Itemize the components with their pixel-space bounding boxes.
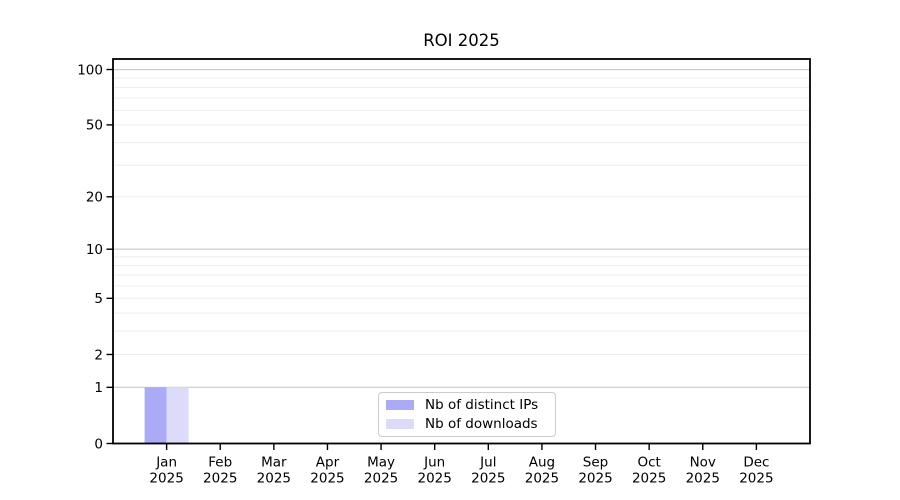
x-axis-tick-label: Apr [316,455,340,471]
legend-item: Nb of downloads [386,416,551,432]
chart-title: ROI 2025 [423,31,500,50]
legend-item: Nb of distinct IPs [386,397,551,413]
x-axis-tick-label: 2025 [364,471,398,487]
y-axis-tick-label: 50 [86,118,103,134]
x-axis-tick-label: Aug [529,455,555,471]
legend-swatch [386,418,414,429]
x-axis-tick-label: 2025 [418,471,452,487]
legend-label: Nb of downloads [425,415,538,432]
x-axis-tick-label: Nov [690,455,716,471]
legend: Nb of distinct IPs Nb of downloads [378,392,556,437]
y-axis-tick-label: 10 [86,242,103,258]
x-axis-tick-label: 2025 [739,471,773,487]
x-axis-tick-label: Jul [479,455,496,471]
x-axis-tick-label: 2025 [632,471,666,487]
legend-swatch [386,400,414,411]
x-axis-tick-label: Oct [637,455,660,471]
y-axis-tick-label: 20 [86,190,103,206]
x-axis-tick-label: Mar [261,455,287,471]
y-axis-tick-label: 1 [94,380,103,396]
x-axis-tick-label: Feb [208,455,232,471]
bar-nb-of-downloads [166,387,189,444]
x-axis-tick-label: Dec [743,455,769,471]
y-axis-tick-label: 0 [94,436,103,452]
x-axis-tick-label: 2025 [525,471,559,487]
x-axis-tick-label: 2025 [578,471,612,487]
bar-nb-of-distinct-ips [144,387,167,444]
y-axis-tick-label: 100 [77,62,103,78]
legend-label: Nb of distinct IPs [425,397,539,414]
x-axis-tick-label: 2025 [203,471,237,487]
x-axis-tick-label: Jan [155,455,177,471]
x-axis-tick-label: Sep [583,455,608,471]
x-axis-tick-label: Jun [423,455,445,471]
x-axis-tick-label: May [367,455,395,471]
x-axis-tick-label: 2025 [310,471,344,487]
x-axis-tick-label: 2025 [686,471,720,487]
x-axis-tick-label: 2025 [257,471,291,487]
y-axis-tick-label: 2 [94,347,103,363]
y-axis-tick-label: 5 [94,291,103,307]
x-axis-tick-label: 2025 [149,471,183,487]
x-axis-tick-label: 2025 [471,471,505,487]
axis-border [112,58,811,445]
